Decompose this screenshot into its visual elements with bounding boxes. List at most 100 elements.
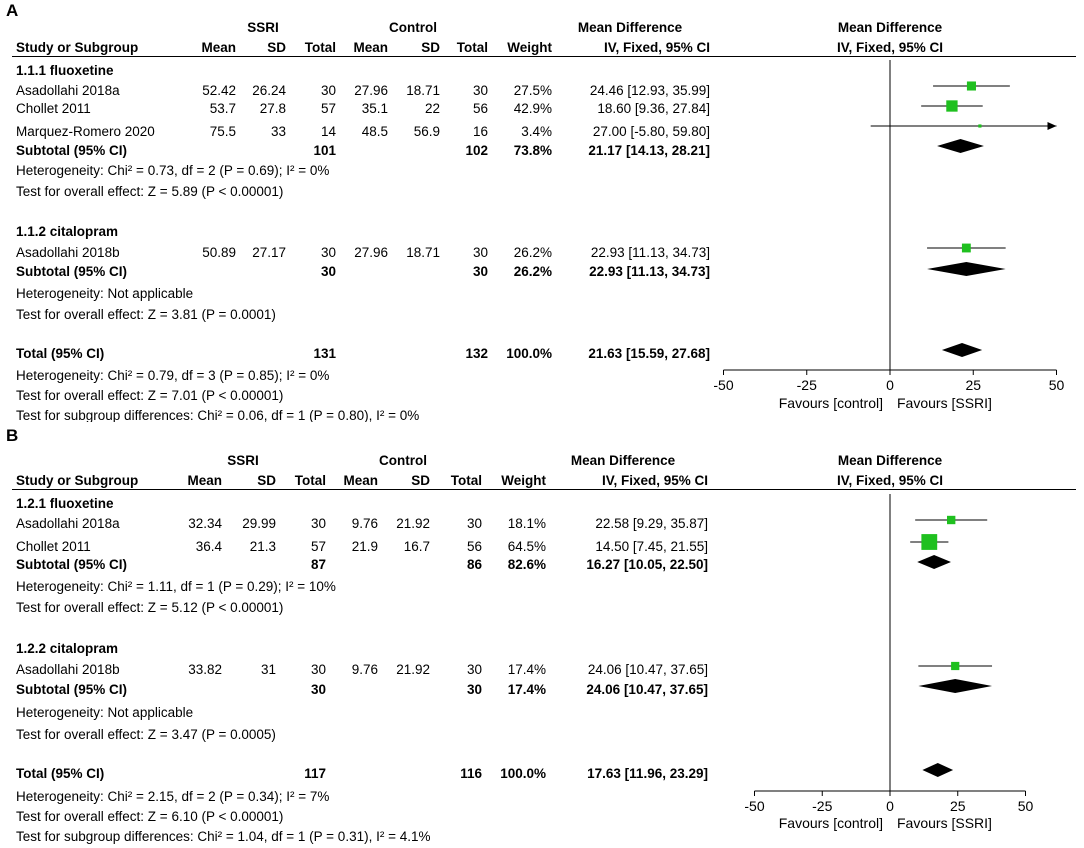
ssri-total: 30 xyxy=(310,662,326,677)
ci-arrow xyxy=(1047,122,1057,130)
subtotal-diamond xyxy=(918,679,993,693)
ssri-mean-header: Mean xyxy=(187,473,222,488)
control-total: 30 xyxy=(466,516,482,531)
study-name: Asadollahi 2018b xyxy=(16,245,120,260)
subgroup-title: 1.1.2 citalopram xyxy=(16,224,119,239)
study-md-ci: 22.58 [9.29, 35.87] xyxy=(595,516,708,531)
control-mean-header: Mean xyxy=(353,40,388,55)
favours-right-label: Favours [SSRI] xyxy=(897,395,992,411)
ssri-total: 30 xyxy=(320,245,336,260)
control-sd: 16.7 xyxy=(403,539,430,554)
total-label: Total (95% CI) xyxy=(16,346,105,361)
study-weight: 27.5% xyxy=(513,83,552,98)
subtotal-md-ci: 24.06 [10.47, 37.65] xyxy=(586,682,708,697)
subtotal-label: Subtotal (95% CI) xyxy=(16,557,128,572)
ssri-mean: 52.42 xyxy=(202,83,236,98)
control-group-header: Control xyxy=(379,453,427,468)
subtotal-ssri-total: 30 xyxy=(320,264,336,279)
ssri-total-header: Total xyxy=(294,473,326,488)
subtotal-weight: 17.4% xyxy=(507,682,546,697)
plot-method-header: IV, Fixed, 95% CI xyxy=(836,40,944,55)
control-total: 16 xyxy=(472,124,488,139)
total-diamond xyxy=(922,763,954,777)
study-weight: 17.4% xyxy=(507,662,546,677)
subtotal-ssri-total: 87 xyxy=(310,557,326,572)
study-column-header: Study or Subgroup xyxy=(16,40,139,55)
study-square xyxy=(966,81,976,91)
control-sd: 22 xyxy=(424,101,440,116)
subtotal-control-total: 30 xyxy=(466,682,482,697)
total-heterogeneity-text: Heterogeneity: Chi² = 2.15, df = 2 (P = … xyxy=(16,789,330,804)
x-tick-label: -50 xyxy=(713,377,733,393)
subtotal-md-ci: 22.93 [11.13, 34.73] xyxy=(589,264,710,279)
md-column-title: Mean Difference xyxy=(570,453,676,468)
subgroup-title: 1.2.1 fluoxetine xyxy=(16,496,114,511)
study-name: Asadollahi 2018a xyxy=(16,83,120,98)
x-tick-label: 50 xyxy=(1018,798,1034,814)
plot-title: Mean Difference xyxy=(837,20,943,35)
favours-left-label: Favours [control] xyxy=(779,815,883,831)
ssri-total-header: Total xyxy=(304,40,336,55)
total-weight: 100.0% xyxy=(506,346,552,361)
ssri-sd: 21.3 xyxy=(249,539,276,554)
subtotal-control-total: 86 xyxy=(466,557,482,572)
control-mean-header: Mean xyxy=(343,473,378,488)
control-mean: 9.76 xyxy=(351,516,378,531)
ssri-total: 14 xyxy=(320,124,336,139)
control-mean: 27.96 xyxy=(354,83,388,98)
subtotal-md-ci: 16.27 [10.05, 22.50] xyxy=(586,557,708,572)
total-md-ci: 21.63 [15.59, 27.68] xyxy=(588,346,710,361)
study-square xyxy=(921,534,938,550)
header-rule xyxy=(12,56,1076,57)
study-name: Chollet 2011 xyxy=(16,101,91,116)
control-sd: 21.92 xyxy=(396,662,430,677)
subtotal-weight: 26.2% xyxy=(513,264,552,279)
x-tick-label: -50 xyxy=(744,798,764,814)
study-md-ci: 22.93 [11.13, 34.73] xyxy=(590,245,710,260)
study-weight: 64.5% xyxy=(507,539,546,554)
overall-effect-text: Test for overall effect: Z = 5.12 (P < 0… xyxy=(16,600,284,615)
control-mean: 21.9 xyxy=(351,539,378,554)
study-weight: 42.9% xyxy=(513,101,552,116)
control-total-header: Total xyxy=(456,40,488,55)
ssri-sd-header: SD xyxy=(257,473,276,488)
overall-effect-text: Test for overall effect: Z = 5.89 (P < 0… xyxy=(16,184,284,199)
ssri-mean: 36.4 xyxy=(195,539,222,554)
subtotal-ssri-total: 101 xyxy=(313,143,336,158)
ssri-group-header: SSRI xyxy=(227,453,259,468)
subtotal-label: Subtotal (95% CI) xyxy=(16,143,128,158)
study-name: Asadollahi 2018a xyxy=(16,516,120,531)
panel-label: A xyxy=(6,1,19,20)
ssri-sd: 29.99 xyxy=(242,516,276,531)
study-square xyxy=(961,243,971,253)
subtotal-label: Subtotal (95% CI) xyxy=(16,264,128,279)
subtotal-diamond xyxy=(937,139,984,153)
subgroup-differences-text: Test for subgroup differences: Chi² = 1.… xyxy=(16,829,431,844)
ssri-total: 30 xyxy=(310,516,326,531)
x-tick-label: 0 xyxy=(886,798,894,814)
study-square xyxy=(947,515,956,525)
ssri-group-header: SSRI xyxy=(247,20,279,35)
favours-right-label: Favours [SSRI] xyxy=(897,815,992,831)
study-square xyxy=(978,124,982,128)
total-diamond xyxy=(941,343,983,357)
control-mean: 48.5 xyxy=(361,124,388,139)
control-sd: 56.9 xyxy=(413,124,440,139)
ssri-mean: 53.7 xyxy=(209,101,236,116)
total-ssri-n: 131 xyxy=(313,346,336,361)
study-weight: 3.4% xyxy=(521,124,552,139)
subtotal-weight: 82.6% xyxy=(507,557,546,572)
study-md-ci: 24.06 [10.47, 37.65] xyxy=(587,662,708,677)
ssri-sd-header: SD xyxy=(267,40,286,55)
study-md-ci: 24.46 [12.93, 35.99] xyxy=(589,83,710,98)
md-method-header: IV, Fixed, 95% CI xyxy=(603,40,710,55)
ssri-sd: 27.8 xyxy=(259,101,286,116)
total-label: Total (95% CI) xyxy=(16,766,105,781)
study-column-header: Study or Subgroup xyxy=(16,473,139,488)
ssri-total: 30 xyxy=(320,83,336,98)
subtotal-control-total: 30 xyxy=(472,264,488,279)
control-total: 56 xyxy=(472,101,488,116)
plot-title: Mean Difference xyxy=(837,453,943,468)
total-md-ci: 17.63 [11.96, 23.29] xyxy=(587,766,708,781)
